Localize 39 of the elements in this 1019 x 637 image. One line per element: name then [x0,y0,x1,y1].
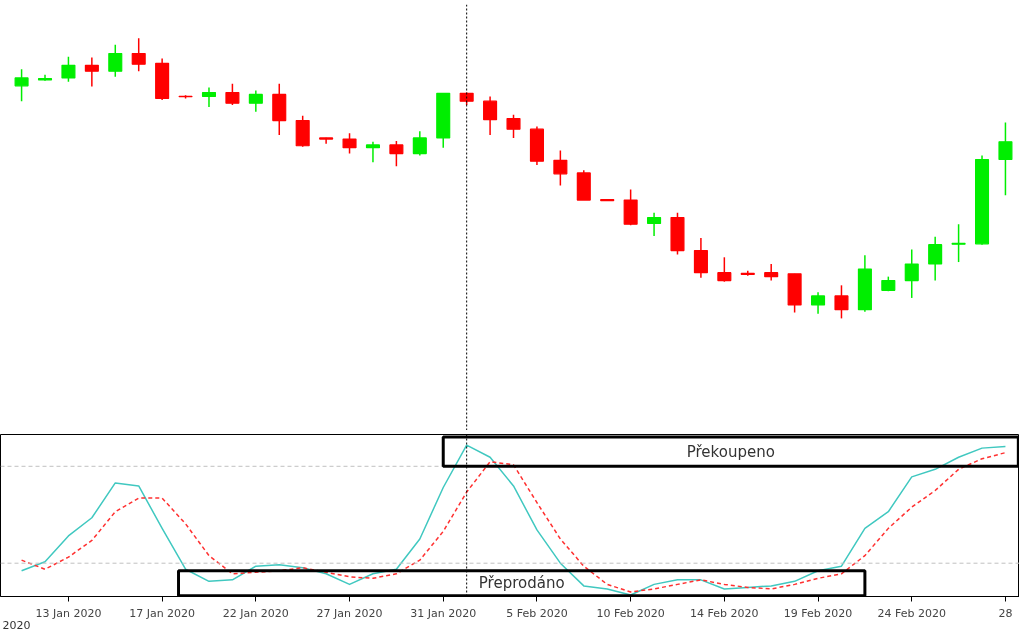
candlestick [84,56,99,88]
candlestick [201,86,217,108]
candlestick [647,211,662,237]
candlestick [904,248,919,299]
candlestick [14,68,29,102]
candlestick [553,149,568,187]
candlestick [998,121,1013,197]
x-tick-label: 5 Feb 2020 [506,606,568,620]
annotation: Přeprodáno [478,574,565,593]
text: 2020 [2,618,31,632]
candlestick [131,37,146,72]
x-tick-label: 14 Feb 2020 [690,606,759,620]
x-tick-label: 24 Feb 2020 [877,606,946,620]
candlestick [483,95,498,136]
x-tick-label: 27 Jan 2020 [316,606,383,620]
candlestick [225,83,240,106]
x-tick-label: 28 [998,606,1013,620]
candlestick [764,263,779,282]
candlestick [693,237,708,279]
candlestick [389,140,404,167]
x-tick-label: 31 Jan 2020 [410,606,477,620]
candlestick [506,113,521,139]
x-tick-label: 19 Feb 2020 [783,606,853,620]
candlestick [928,236,943,282]
x-tick-label: 17 Jan 2020 [129,606,196,620]
annotation: Překoupeno [686,442,775,461]
candlestick [108,44,123,78]
x-tick-label: 10 Feb 2020 [596,606,665,620]
candlestick [365,141,380,164]
candlestick [717,256,732,283]
x-tick-label: 13 Jan 2020 [35,606,102,620]
candlestick [412,130,427,157]
x-tick-label: 22 Jan 2020 [222,606,289,620]
candlestick [61,55,76,83]
candlestick [951,223,966,263]
candlestick [248,89,263,113]
candlestick [834,284,849,320]
candlestick [811,291,826,315]
candlestick [342,132,357,155]
